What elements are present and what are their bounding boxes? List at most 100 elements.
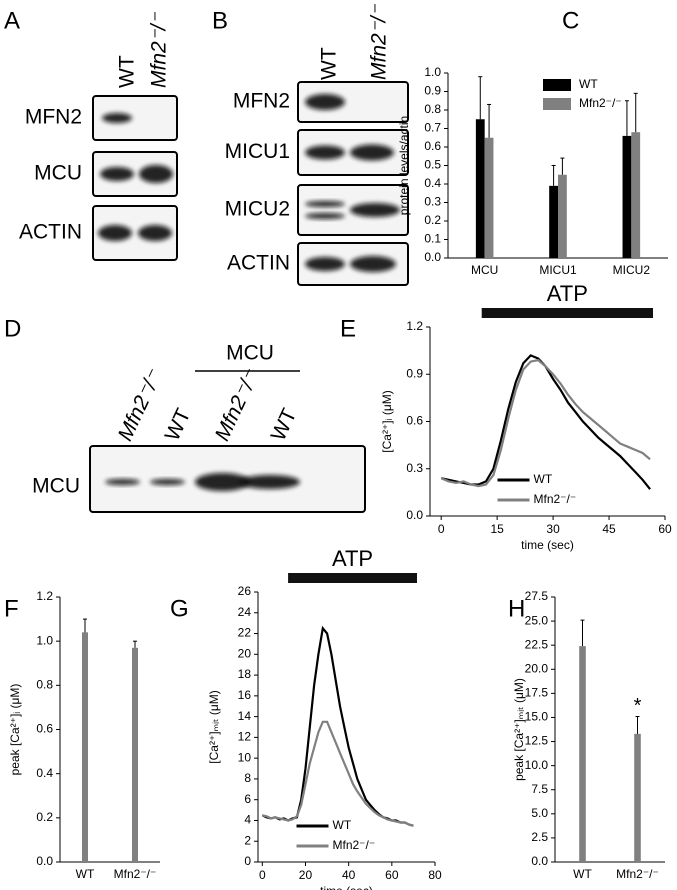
blot-band xyxy=(305,257,345,271)
group-label: MCU xyxy=(226,342,274,365)
y-tick-label: 0.6 xyxy=(424,139,441,153)
y-tick-label: 0.0 xyxy=(406,508,423,522)
bar xyxy=(558,174,567,258)
legend-label: Mfn2⁻/⁻ xyxy=(534,492,577,506)
y-axis-label: [Ca²⁺]ₘᵢₜ (μM) xyxy=(207,690,221,763)
protein-label: ACTIN xyxy=(19,221,82,244)
protein-label: MICU2 xyxy=(225,198,290,221)
legend-label: WT xyxy=(534,472,553,486)
lane-label: WT xyxy=(116,55,139,88)
treatment-bar xyxy=(481,308,653,318)
y-tick-label: 0.9 xyxy=(406,366,423,380)
y-tick-label: 0.1 xyxy=(424,232,441,246)
y-tick-label: 0.8 xyxy=(36,678,53,692)
y-tick-label: 10.0 xyxy=(525,758,549,772)
x-tick-label: 15 xyxy=(490,522,504,536)
blot-band xyxy=(102,113,132,123)
y-tick-label: 25.0 xyxy=(525,613,549,627)
protein-label: ACTIN xyxy=(227,252,290,275)
y-tick-label: 1.2 xyxy=(406,319,423,333)
blot-band xyxy=(305,201,345,207)
series-line xyxy=(261,625,414,827)
blot-band xyxy=(305,94,345,110)
panel-letter: E xyxy=(340,315,356,342)
y-tick-label: 1.2 xyxy=(36,589,53,603)
y-tick-label: 15.0 xyxy=(525,710,549,724)
treatment-bar xyxy=(288,573,417,583)
y-tick-label: 1.0 xyxy=(424,65,441,79)
x-tick-label: 80 xyxy=(428,868,442,882)
blot-band xyxy=(195,473,250,491)
x-tick-label: 0 xyxy=(259,868,266,882)
x-tick-label: 0 xyxy=(438,522,445,536)
x-tick-label: WT xyxy=(573,867,592,881)
x-axis-label: time (sec) xyxy=(521,538,574,552)
x-tick-label: Mfn2⁻/⁻ xyxy=(114,867,157,881)
y-tick-label: 12 xyxy=(238,730,252,744)
y-tick-label: 6 xyxy=(244,792,251,806)
x-tick-label: 60 xyxy=(658,522,672,536)
y-tick-label: 0.7 xyxy=(424,121,441,135)
blot-band xyxy=(350,144,394,161)
x-tick-label: MCU xyxy=(471,263,498,277)
x-tick-label: 30 xyxy=(546,522,560,536)
y-tick-label: 0.3 xyxy=(406,461,423,475)
panel-letter: G xyxy=(170,595,189,622)
significance: * xyxy=(634,695,642,717)
y-tick-label: 0.5 xyxy=(424,158,441,172)
panel-letter: C xyxy=(562,7,579,34)
blot-band xyxy=(138,225,172,241)
y-axis-label: peak [Ca²⁺]ᵢ (μM) xyxy=(8,684,22,776)
lane-label: WT xyxy=(161,405,196,444)
y-tick-label: 0.0 xyxy=(36,854,53,868)
x-tick-label: 40 xyxy=(342,868,356,882)
lane-label: Mfn2⁻/⁻ xyxy=(148,11,171,88)
blot-band xyxy=(105,479,140,485)
protein-label: MCU xyxy=(34,162,82,185)
bar xyxy=(634,733,641,862)
y-tick-label: 2.5 xyxy=(531,830,548,844)
x-tick-label: 60 xyxy=(385,868,399,882)
y-tick-label: 0.6 xyxy=(406,414,423,428)
legend-label: Mfn2⁻/⁻ xyxy=(333,838,376,852)
y-tick-label: 22.5 xyxy=(525,637,549,651)
y-tick-label: 0.2 xyxy=(424,213,441,227)
y-tick-label: 8 xyxy=(244,771,251,785)
series-line xyxy=(440,354,651,490)
y-tick-label: 14 xyxy=(238,709,252,723)
bar xyxy=(132,647,138,862)
y-tick-label: 2 xyxy=(244,833,251,847)
lane-label: WT xyxy=(318,47,341,80)
blot-band xyxy=(98,225,132,241)
y-tick-label: 7.5 xyxy=(531,782,548,796)
panel-letter: F xyxy=(4,595,19,622)
series-line xyxy=(440,358,651,488)
bar xyxy=(549,185,558,258)
x-tick-label: MICU1 xyxy=(539,263,577,277)
y-tick-label: 0.0 xyxy=(531,854,548,868)
protein-label: MFN2 xyxy=(25,106,82,129)
x-tick-label: WT xyxy=(76,867,95,881)
y-tick-label: 27.5 xyxy=(525,589,549,603)
bar xyxy=(475,119,485,258)
bar xyxy=(484,137,494,258)
treatment-label: ATP xyxy=(332,546,373,571)
y-tick-label: 26 xyxy=(238,584,252,598)
series-line xyxy=(262,720,414,827)
y-tick-label: 12.5 xyxy=(525,734,549,748)
y-axis-label: peak [Ca²⁺]ₘᵢₜ (μM) xyxy=(512,678,526,781)
protein-label: MFN2 xyxy=(233,90,290,113)
lane-label: Mfn2⁻/⁻ xyxy=(114,365,167,444)
y-tick-label: 20 xyxy=(238,646,252,660)
treatment-label: ATP xyxy=(547,281,588,306)
blot-band xyxy=(100,167,134,181)
blot-band xyxy=(305,145,345,160)
y-tick-label: 0.6 xyxy=(36,722,53,736)
x-tick-label: 45 xyxy=(602,522,616,536)
blot-band xyxy=(350,203,400,217)
blot-band xyxy=(150,479,185,485)
y-tick-label: 20.0 xyxy=(525,661,549,675)
x-tick-label: MICU2 xyxy=(613,263,651,277)
y-axis-label: protein levels/actin xyxy=(397,116,411,215)
blot-band xyxy=(139,165,173,183)
